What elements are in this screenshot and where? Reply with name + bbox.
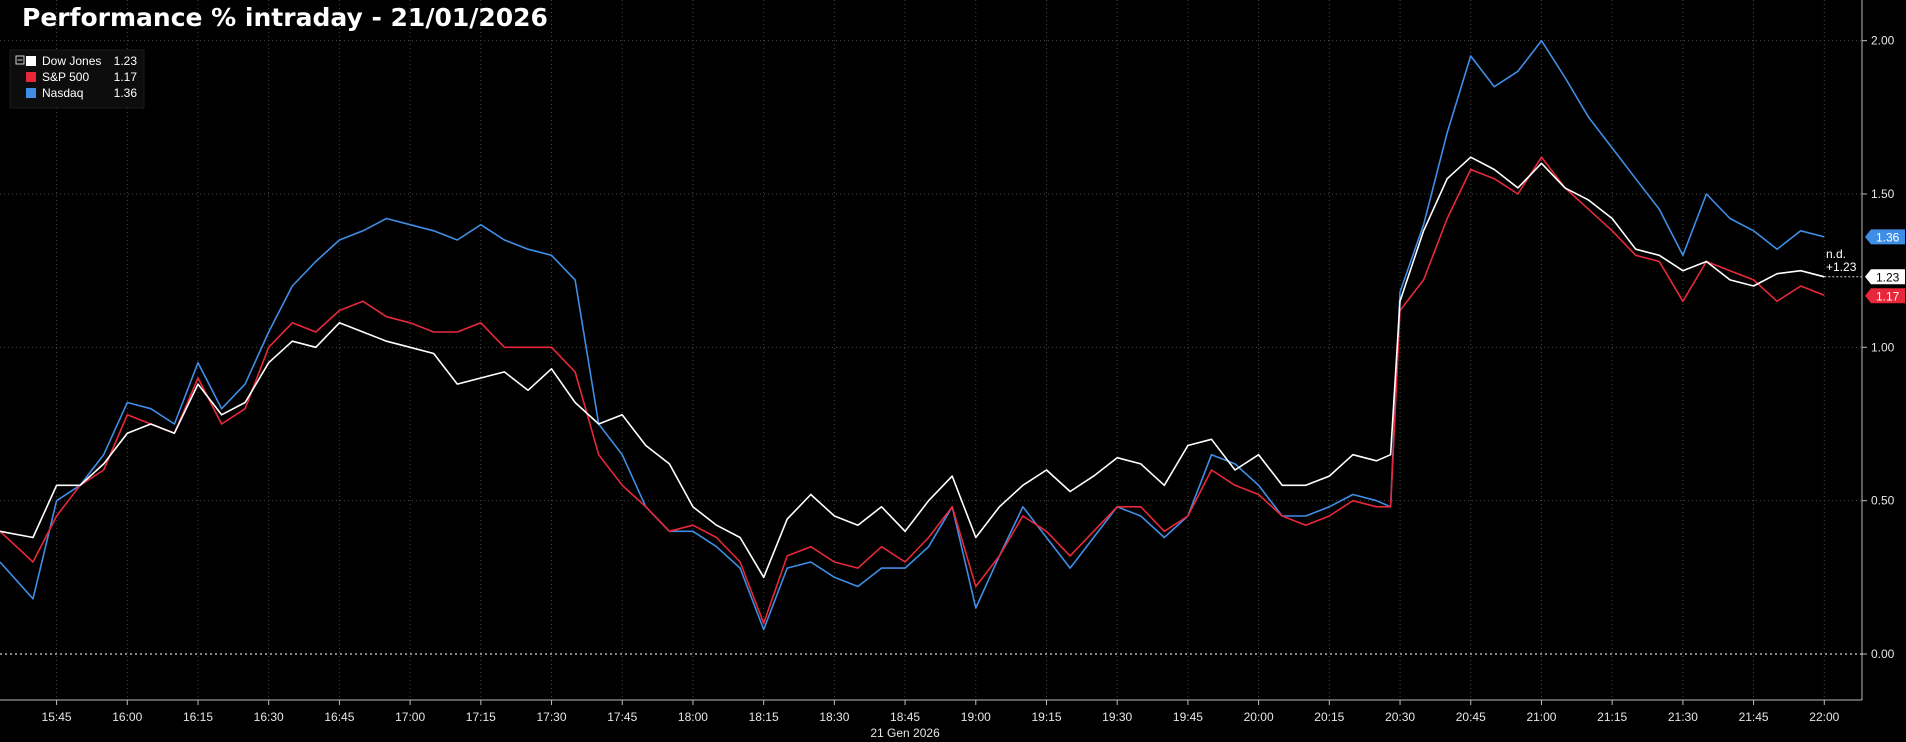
x-tick-label: 18:00 xyxy=(678,710,708,724)
x-tick-label: 16:15 xyxy=(183,710,213,724)
x-tick-label: 18:30 xyxy=(819,710,849,724)
x-tick-label: 17:00 xyxy=(395,710,425,724)
x-tick-label: 20:00 xyxy=(1244,710,1274,724)
legend-swatch xyxy=(26,72,36,82)
x-tick-label: 21:45 xyxy=(1739,710,1769,724)
value-tag-background xyxy=(1865,229,1905,245)
legend-series-value: 1.17 xyxy=(114,70,138,84)
x-tick-label: 15:45 xyxy=(42,710,72,724)
x-axis-label: 21 Gen 2026 xyxy=(870,726,940,740)
x-tick-label: 17:15 xyxy=(466,710,496,724)
x-tick-label: 21:15 xyxy=(1597,710,1627,724)
value-tag-background xyxy=(1865,288,1905,304)
value-tag: 1.23 xyxy=(1865,269,1905,285)
legend-series-value: 1.36 xyxy=(114,86,138,100)
x-tick-label: 19:30 xyxy=(1102,710,1132,724)
legend-series-name: S&P 500 xyxy=(42,70,89,84)
x-tick-label: 16:45 xyxy=(324,710,354,724)
x-tick-label: 16:30 xyxy=(254,710,284,724)
y-tick-label: 2.00 xyxy=(1871,34,1895,48)
x-tick-label: 21:00 xyxy=(1526,710,1556,724)
legend-swatch xyxy=(26,56,36,66)
end-annotation-line2: +1.23 xyxy=(1826,260,1857,274)
x-tick-label: 19:15 xyxy=(1031,710,1061,724)
end-annotation-line1: n.d. xyxy=(1826,247,1846,261)
x-tick-label: 19:45 xyxy=(1173,710,1203,724)
value-tag-label: 1.23 xyxy=(1876,270,1900,284)
x-tick-label: 21:30 xyxy=(1668,710,1698,724)
x-tick-label: 22:00 xyxy=(1809,710,1839,724)
x-tick-label: 20:15 xyxy=(1314,710,1344,724)
value-tag-background xyxy=(1865,269,1905,285)
x-tick-label: 19:00 xyxy=(961,710,991,724)
x-tick-label: 20:45 xyxy=(1456,710,1486,724)
value-tag: 1.17 xyxy=(1865,288,1905,304)
value-tag-label: 1.36 xyxy=(1876,230,1900,244)
y-tick-label: 0.50 xyxy=(1871,494,1895,508)
legend: Dow Jones 1.23 S&P 500 1.17 Nasdaq 1.36 xyxy=(9,49,145,109)
chart-title: Performance % intraday - 21/01/2026 xyxy=(22,3,548,32)
series-line xyxy=(0,39,1825,631)
value-tag-label: 1.17 xyxy=(1876,289,1900,303)
legend-collapse-icon xyxy=(15,55,25,65)
x-tick-label: 16:00 xyxy=(112,710,142,724)
legend-swatch xyxy=(26,88,36,98)
series-line xyxy=(0,156,1825,579)
series-line xyxy=(0,156,1825,625)
y-tick-label: 1.50 xyxy=(1871,187,1895,201)
x-tick-label: 17:45 xyxy=(607,710,637,724)
grid xyxy=(0,0,1862,700)
y-tick-label: 0.00 xyxy=(1871,647,1895,661)
legend-series-value: 1.23 xyxy=(114,54,138,68)
legend-series-name: Nasdaq xyxy=(42,86,83,100)
y-tick-label: 1.00 xyxy=(1871,340,1895,354)
x-tick-label: 17:30 xyxy=(537,710,567,724)
legend-series-name: Dow Jones xyxy=(42,54,101,68)
x-tick-label: 20:30 xyxy=(1385,710,1415,724)
value-tag: 1.36 xyxy=(1865,229,1905,245)
series-lines xyxy=(0,39,1862,631)
x-tick-label: 18:45 xyxy=(890,710,920,724)
x-tick-label: 18:15 xyxy=(749,710,779,724)
end-labels: n.d.+1.23 1.23 1.17 1.36 xyxy=(1826,229,1905,304)
